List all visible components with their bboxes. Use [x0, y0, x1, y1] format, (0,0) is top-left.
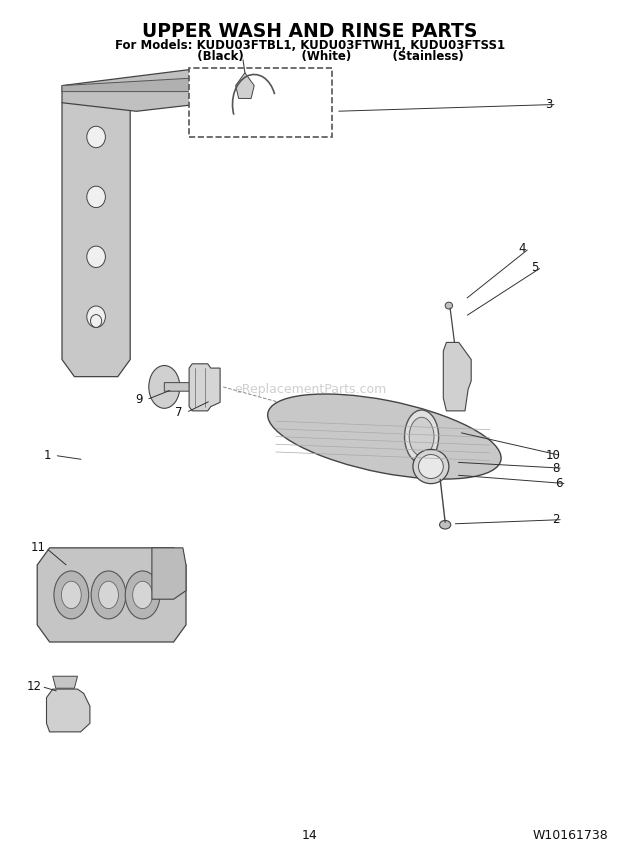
Polygon shape	[152, 548, 186, 599]
Text: 2: 2	[552, 513, 559, 526]
Circle shape	[125, 571, 160, 619]
Circle shape	[149, 366, 180, 408]
Text: 14: 14	[302, 829, 318, 842]
Polygon shape	[62, 77, 217, 92]
Polygon shape	[37, 548, 186, 642]
Text: 12: 12	[27, 680, 42, 693]
Text: (Black)              (White)          (Stainless): (Black) (White) (Stainless)	[156, 50, 464, 63]
Polygon shape	[443, 342, 471, 411]
Text: 8: 8	[552, 461, 559, 475]
Text: 11: 11	[31, 541, 46, 555]
Ellipse shape	[409, 418, 434, 455]
Polygon shape	[62, 68, 211, 111]
Text: 4: 4	[518, 241, 526, 255]
Ellipse shape	[87, 306, 105, 328]
Polygon shape	[236, 73, 254, 98]
Text: 7: 7	[175, 406, 182, 419]
Ellipse shape	[440, 520, 451, 529]
Ellipse shape	[404, 410, 439, 463]
Circle shape	[61, 581, 81, 609]
Text: 9: 9	[135, 393, 143, 407]
Polygon shape	[164, 383, 195, 391]
Text: eReplacementParts.com: eReplacementParts.com	[234, 383, 386, 396]
Circle shape	[133, 581, 153, 609]
Ellipse shape	[413, 449, 449, 484]
Text: 1: 1	[43, 449, 51, 462]
Ellipse shape	[445, 302, 453, 309]
Circle shape	[99, 581, 118, 609]
Ellipse shape	[418, 455, 443, 479]
Text: 6: 6	[556, 477, 563, 490]
Text: W10161738: W10161738	[533, 829, 608, 842]
Text: 10: 10	[546, 449, 560, 462]
Ellipse shape	[87, 186, 105, 208]
Text: For Models: KUDU03FTBL1, KUDU03FTWH1, KUDU03FTSS1: For Models: KUDU03FTBL1, KUDU03FTWH1, KU…	[115, 39, 505, 52]
Ellipse shape	[268, 394, 501, 479]
Polygon shape	[53, 676, 78, 688]
Polygon shape	[189, 364, 220, 411]
Text: 3: 3	[546, 98, 553, 111]
Ellipse shape	[87, 247, 105, 268]
Circle shape	[91, 571, 126, 619]
Circle shape	[54, 571, 89, 619]
Ellipse shape	[91, 315, 102, 327]
Ellipse shape	[87, 127, 105, 148]
FancyBboxPatch shape	[189, 68, 332, 137]
Polygon shape	[46, 689, 90, 732]
Text: UPPER WASH AND RINSE PARTS: UPPER WASH AND RINSE PARTS	[143, 22, 477, 41]
Text: 5: 5	[531, 260, 538, 274]
Polygon shape	[62, 86, 130, 377]
